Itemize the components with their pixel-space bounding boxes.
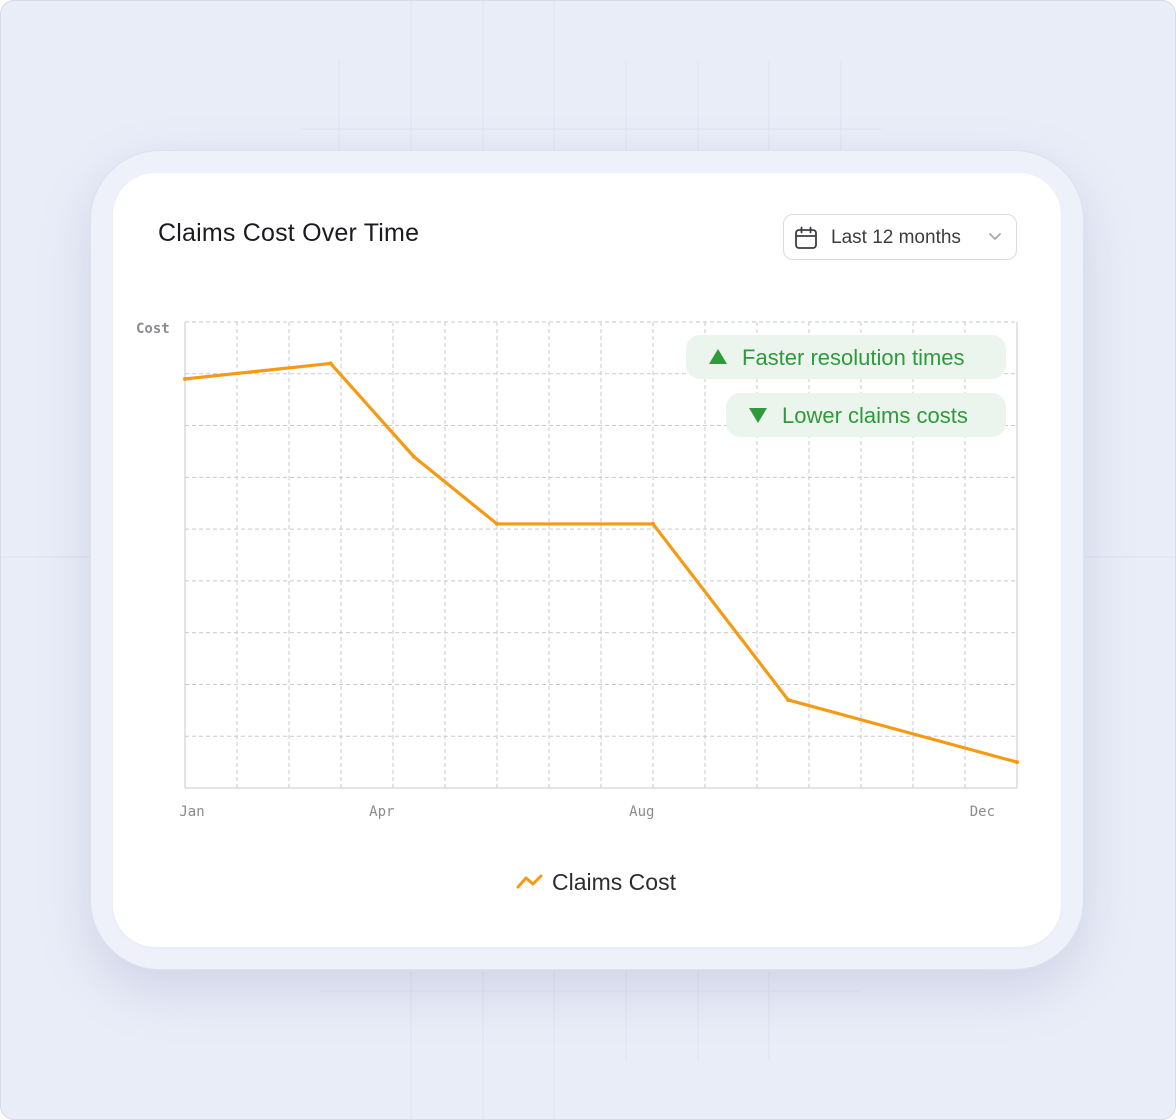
date-range-label: Last 12 months: [831, 227, 961, 248]
annotation-badge: Faster resolution times: [686, 335, 1006, 379]
line-chart: Cost Jan Apr Aug Dec Faster resolution times…: [136, 321, 1019, 895]
calendar-icon: [795, 226, 817, 249]
data-point: [328, 361, 333, 366]
x-tick-label: Dec: [970, 804, 995, 820]
badge-label: Lower claims costs: [782, 403, 968, 428]
chart-card: Claims Cost Over Time Last 12 months Cos…: [113, 173, 1061, 947]
y-axis-label: Cost: [136, 321, 170, 337]
data-point: [183, 376, 187, 381]
chart-axes: Cost Jan Apr Aug Dec: [136, 321, 995, 820]
date-range-select[interactable]: Last 12 months: [783, 214, 1017, 260]
triangle-down-icon: [749, 408, 767, 423]
chart-series: [183, 361, 1019, 765]
legend-line-icon: [516, 874, 543, 889]
legend-label: Claims Cost: [552, 869, 677, 895]
badge-label: Faster resolution times: [742, 345, 965, 370]
triangle-up-icon: [709, 349, 727, 364]
x-tick-label: Aug: [629, 804, 654, 820]
data-point: [651, 521, 655, 526]
card-title: Claims Cost Over Time: [158, 219, 420, 247]
data-point: [411, 454, 416, 459]
chart-legend[interactable]: Claims Cost: [516, 869, 677, 895]
badge-background: [726, 393, 1006, 437]
badge-background: [686, 335, 1006, 379]
x-tick-label: Apr: [369, 804, 394, 820]
data-point: [1015, 760, 1019, 765]
data-point: [786, 697, 791, 702]
data-point: [495, 521, 499, 526]
chart-grid: [184, 321, 1018, 789]
chart-badges: Faster resolution times Lower claims cost…: [686, 335, 1006, 437]
x-tick-label: Jan: [179, 804, 204, 820]
annotation-badge: Lower claims costs: [726, 393, 1006, 437]
chevron-down-icon: [989, 233, 1001, 240]
